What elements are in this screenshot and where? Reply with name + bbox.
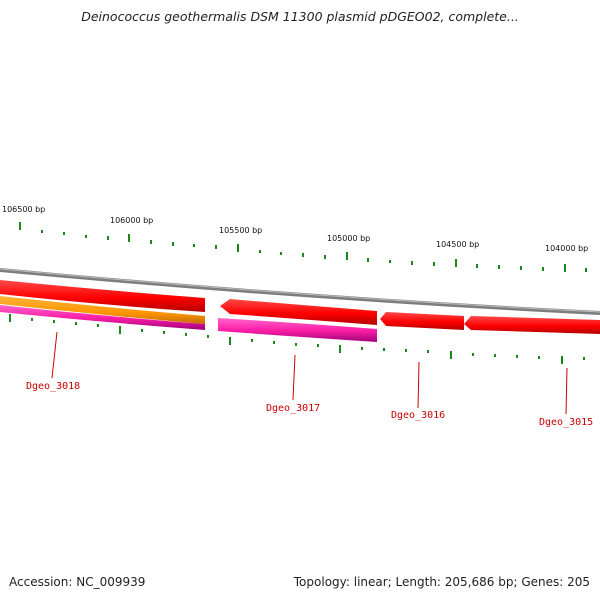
tick-105000-label: 105000 bp bbox=[327, 234, 370, 243]
gene-dgeo-3017-magenta[interactable] bbox=[218, 318, 377, 342]
gene-label-dgeo-3016[interactable]: Dgeo_3016 bbox=[391, 410, 445, 421]
ruler-labels: 106500 bp 106000 bp 105500 bp 105000 bp … bbox=[2, 205, 588, 253]
plasmid-backbone-highlight bbox=[0, 268, 600, 313]
tick-106500-label: 106500 bp bbox=[2, 205, 45, 214]
gene-dgeo-3016[interactable] bbox=[380, 312, 464, 330]
map-title: Deinococcus geothermalis DSM 11300 plasm… bbox=[81, 9, 519, 24]
outer-ruler bbox=[19, 222, 587, 272]
gene-dgeo-3018-magenta[interactable] bbox=[0, 305, 205, 330]
gene-dgeo-3015[interactable] bbox=[464, 316, 600, 334]
plasmid-backbone bbox=[0, 268, 600, 315]
tick-105500-label: 105500 bp bbox=[219, 226, 262, 235]
inner-ruler bbox=[9, 314, 585, 364]
gene-label-dgeo-3017[interactable]: Dgeo_3017 bbox=[266, 403, 320, 414]
tick-106000-label: 106000 bp bbox=[110, 216, 153, 225]
topology-summary: Topology: linear; Length: 205,686 bp; Ge… bbox=[293, 575, 590, 589]
gene-dgeo-3018-orange[interactable] bbox=[0, 296, 205, 324]
gene-leader-lines bbox=[51, 331, 568, 415]
accession-label: Accession: NC_009939 bbox=[9, 575, 146, 589]
gene-dgeo-3017[interactable] bbox=[220, 299, 377, 325]
tick-104500-label: 104500 bp bbox=[436, 240, 479, 249]
tick-104000-label: 104000 bp bbox=[545, 244, 588, 253]
gene-dgeo-3018-fwd[interactable] bbox=[0, 280, 205, 312]
gene-labels: Dgeo_3018 Dgeo_3017 Dgeo_3016 Dgeo_3015 bbox=[26, 381, 593, 428]
gene-label-dgeo-3018[interactable]: Dgeo_3018 bbox=[26, 381, 80, 392]
gene-label-dgeo-3015[interactable]: Dgeo_3015 bbox=[539, 417, 593, 428]
